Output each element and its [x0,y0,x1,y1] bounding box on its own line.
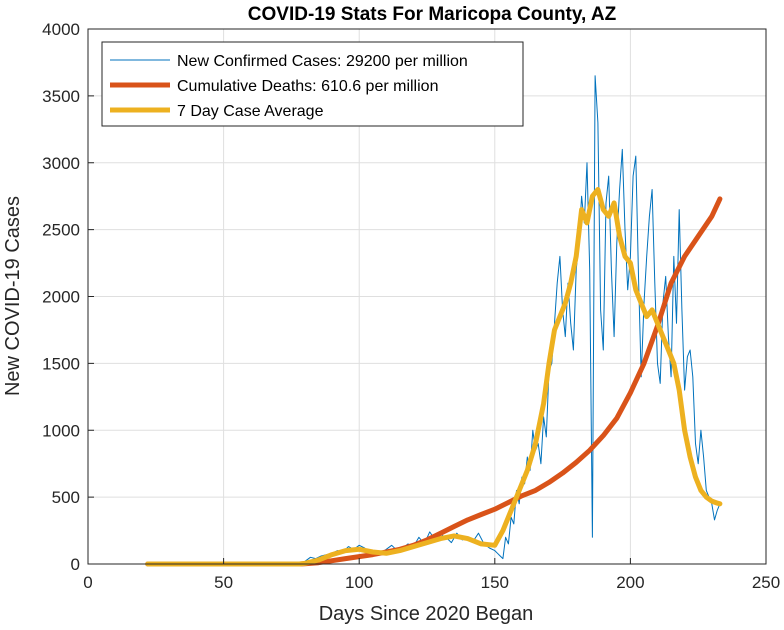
chart-title: COVID-19 Stats For Maricopa County, AZ [248,4,617,25]
y-tick-label: 1500 [42,354,80,373]
legend: New Confirmed Cases: 29200 per million C… [101,41,524,127]
legend-label-average: 7 Day Case Average [177,103,324,120]
legend-box [101,41,524,127]
y-tick-label: 1000 [42,421,80,440]
y-axis-label: New COVID-19 Cases [2,196,24,396]
legend-label-deaths: Cumulative Deaths: 610.6 per million [177,78,438,95]
x-tick-label: 200 [616,573,644,592]
series-line-deaths [145,196,723,567]
series-line-average [145,187,723,567]
y-tick-label: 3500 [42,87,80,106]
y-tick-label: 2000 [42,288,80,307]
ticks: 0 50 100 150 200 2500500100015002000250030003… [42,20,780,592]
x-tick-label: 0 [83,573,92,592]
series-layer [145,75,723,567]
x-tick-label: 50 [214,573,233,592]
y-tick-label: 4000 [42,20,80,39]
x-axis-label: Days Since 2020 Began [319,603,534,625]
y-tick-label: 0 [71,555,80,574]
y-tick-label: 2500 [42,221,80,240]
x-tick-label: 250 [752,573,780,592]
y-tick-label: 500 [52,488,80,507]
x-tick-label: 100 [345,573,373,592]
legend-label-new-cases: New Confirmed Cases: 29200 per million [177,53,468,70]
y-tick-label: 3000 [42,154,80,173]
x-tick-label: 150 [481,573,509,592]
